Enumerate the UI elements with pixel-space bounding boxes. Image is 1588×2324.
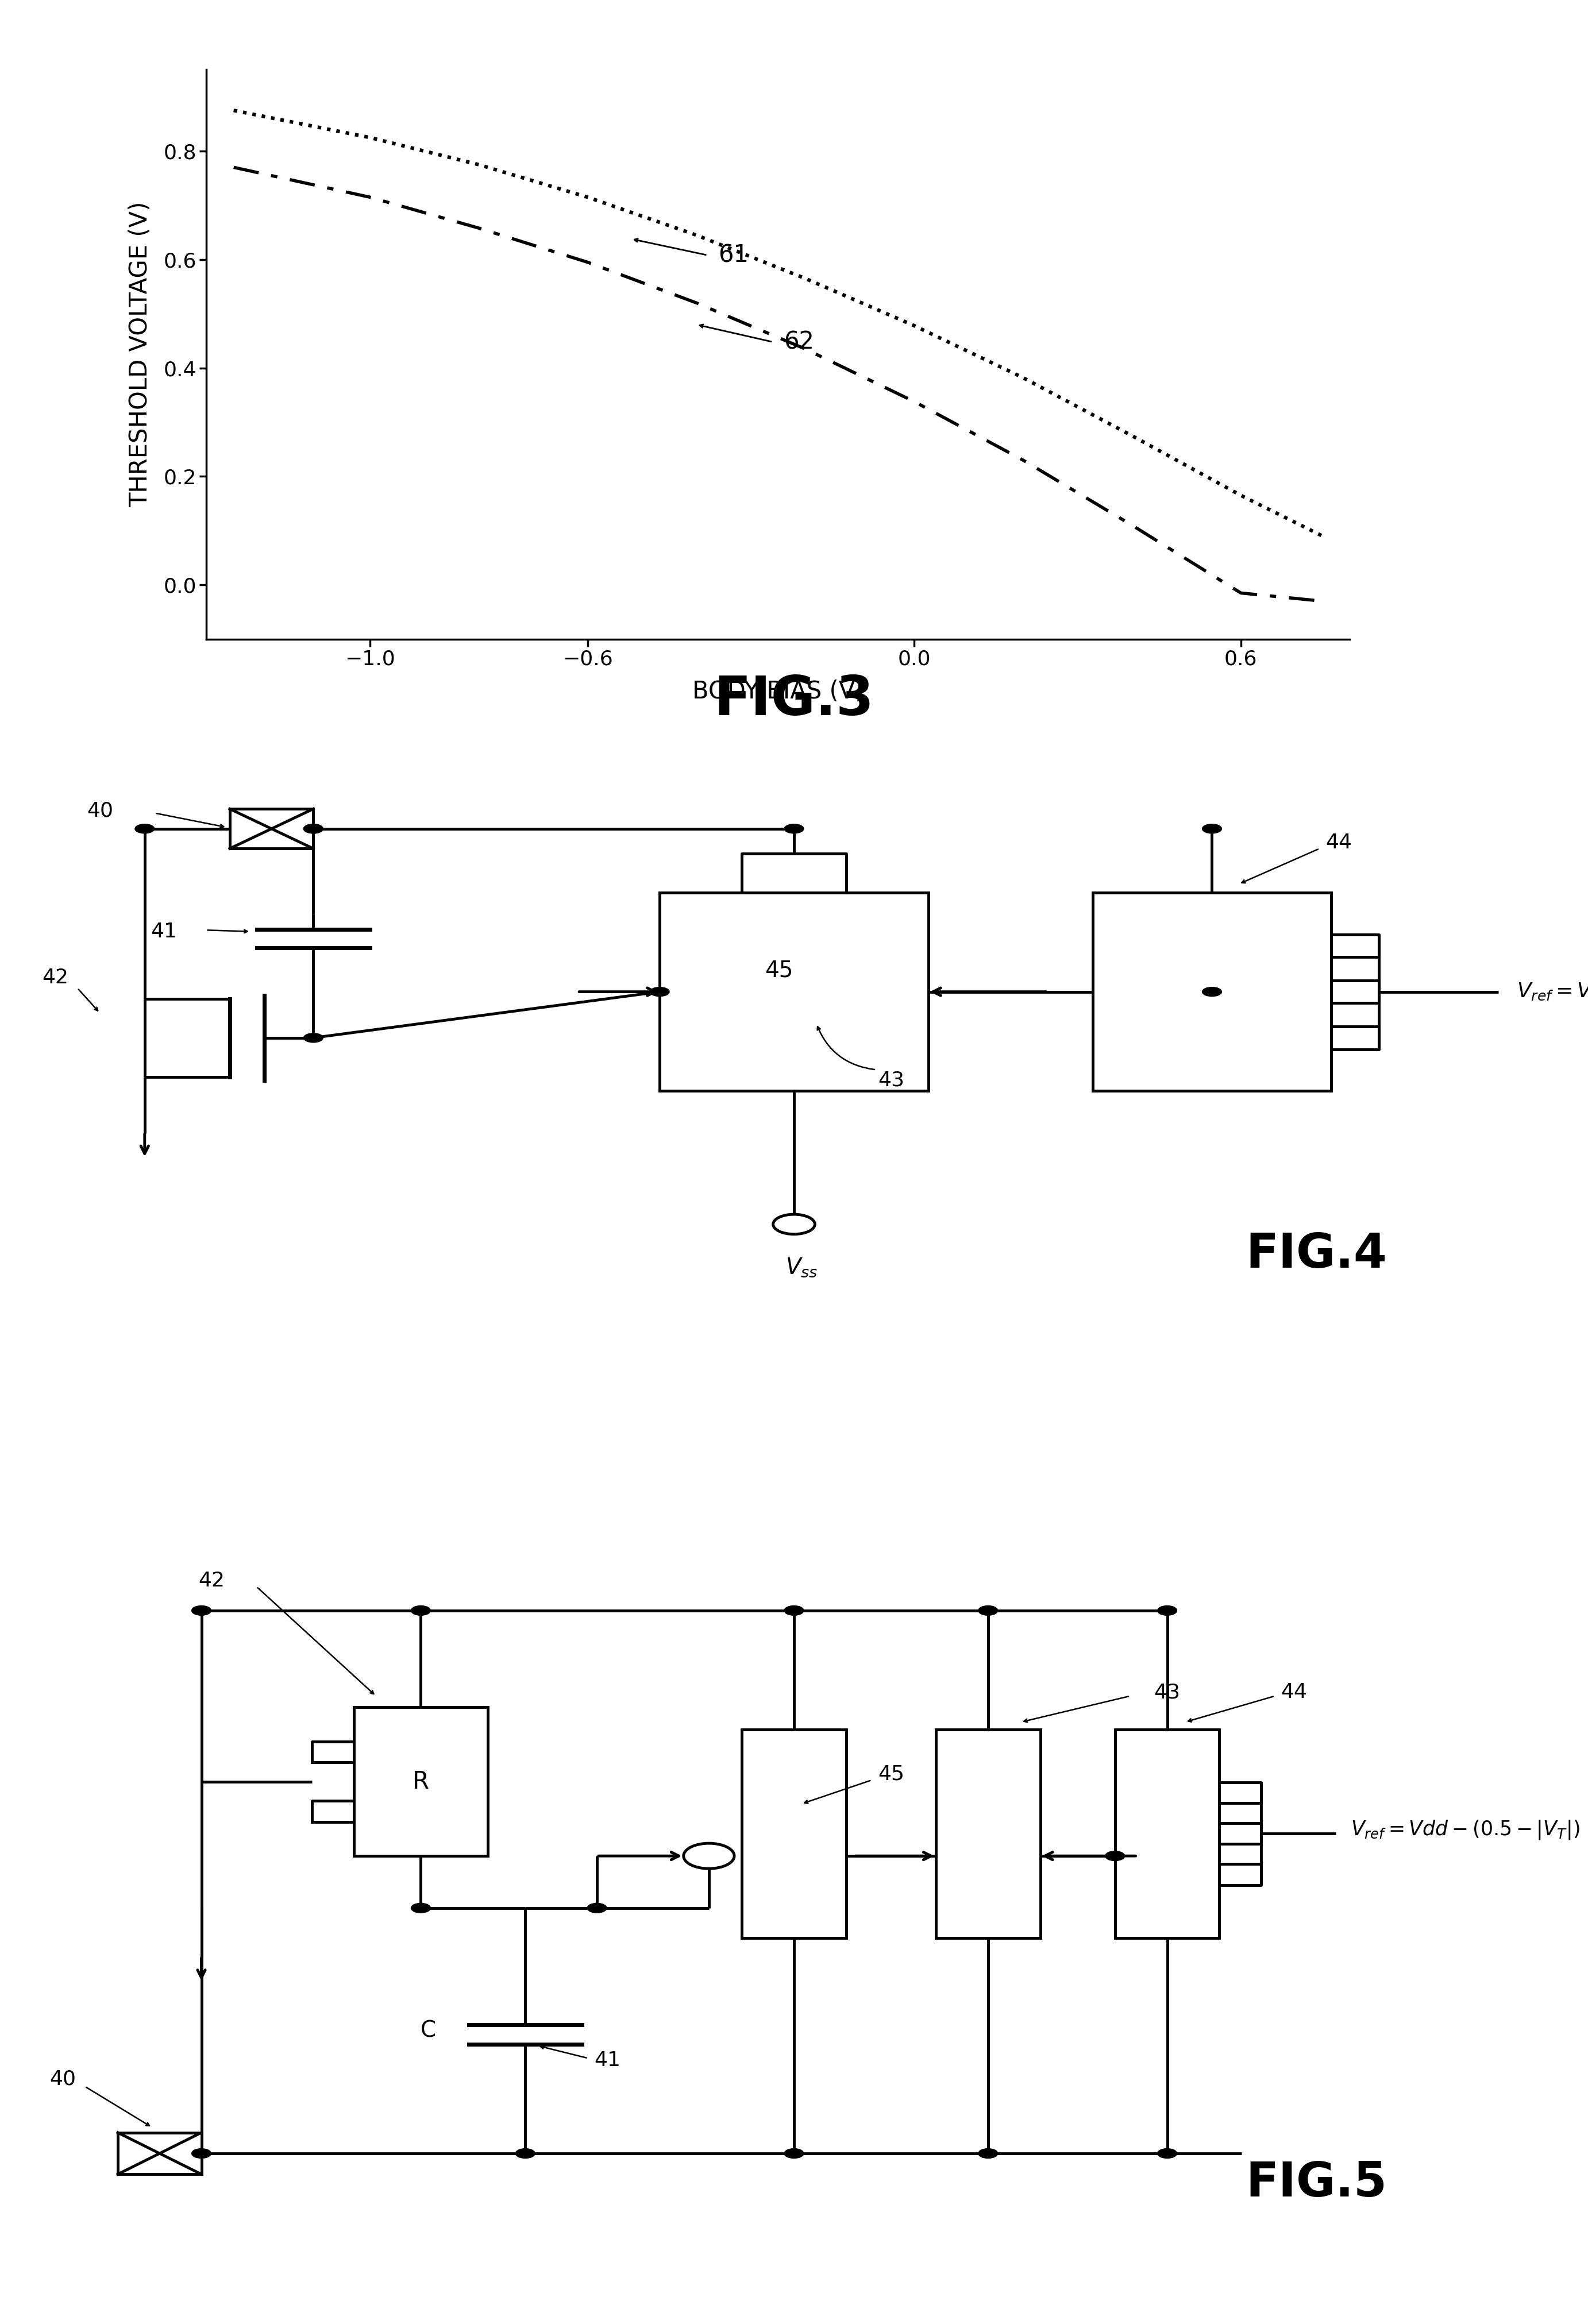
Bar	[230, 809, 313, 848]
Circle shape	[303, 825, 322, 834]
Text: $V_{ref}=V_T+0.5V$: $V_{ref}=V_T+0.5V$	[1517, 981, 1588, 1002]
Bar	[354, 1708, 488, 1857]
Text: $V_{ref}=Vdd-(0.5-|V_T|)$: $V_{ref}=Vdd-(0.5-|V_T|)$	[1351, 1820, 1580, 1841]
Text: 44: 44	[1326, 832, 1351, 853]
Circle shape	[192, 2150, 211, 2159]
Y-axis label: THRESHOLD VOLTAGE (V): THRESHOLD VOLTAGE (V)	[129, 202, 152, 507]
Circle shape	[411, 1606, 430, 1615]
Circle shape	[135, 825, 154, 834]
Bar	[659, 892, 929, 1090]
Circle shape	[411, 1903, 430, 1913]
Circle shape	[303, 825, 322, 834]
Circle shape	[192, 1606, 211, 1615]
Text: 41: 41	[594, 2050, 621, 2071]
Bar	[118, 2133, 202, 2175]
Text: 45: 45	[878, 1764, 904, 1785]
Text: 41: 41	[151, 923, 178, 941]
Text: 42: 42	[198, 1571, 225, 1590]
Text: 42: 42	[41, 967, 68, 988]
Circle shape	[978, 2150, 997, 2159]
Text: FIG.4: FIG.4	[1245, 1232, 1388, 1278]
Circle shape	[784, 2150, 804, 2159]
Text: 43: 43	[878, 1071, 904, 1090]
Circle shape	[1158, 1606, 1177, 1615]
X-axis label: BODY BIAS (V): BODY BIAS (V)	[692, 681, 864, 704]
Bar	[1093, 892, 1331, 1090]
Circle shape	[1202, 825, 1221, 834]
Text: 43: 43	[1154, 1683, 1180, 1701]
Text: 40: 40	[49, 2068, 76, 2089]
Circle shape	[649, 988, 670, 997]
Bar	[1115, 1729, 1220, 1938]
Text: FIG.5: FIG.5	[1245, 2159, 1388, 2205]
Circle shape	[1202, 988, 1221, 997]
Circle shape	[784, 1606, 804, 1615]
Circle shape	[516, 2150, 535, 2159]
Circle shape	[303, 1034, 322, 1043]
Circle shape	[978, 1606, 997, 1615]
Circle shape	[588, 1903, 607, 1913]
Circle shape	[1105, 1852, 1124, 1862]
Bar	[935, 1729, 1040, 1938]
Text: R: R	[413, 1769, 429, 1794]
Text: 45: 45	[765, 960, 794, 981]
Text: 62: 62	[783, 330, 815, 353]
Bar	[742, 1729, 846, 1938]
Circle shape	[1158, 2150, 1177, 2159]
Text: $V_{ss}$: $V_{ss}$	[784, 1257, 818, 1278]
Text: 44: 44	[1282, 1683, 1307, 1701]
Text: FIG.3: FIG.3	[715, 674, 873, 727]
Text: C: C	[421, 2020, 437, 2040]
Text: 61: 61	[718, 244, 748, 267]
Text: 40: 40	[87, 802, 113, 820]
Circle shape	[784, 825, 804, 834]
